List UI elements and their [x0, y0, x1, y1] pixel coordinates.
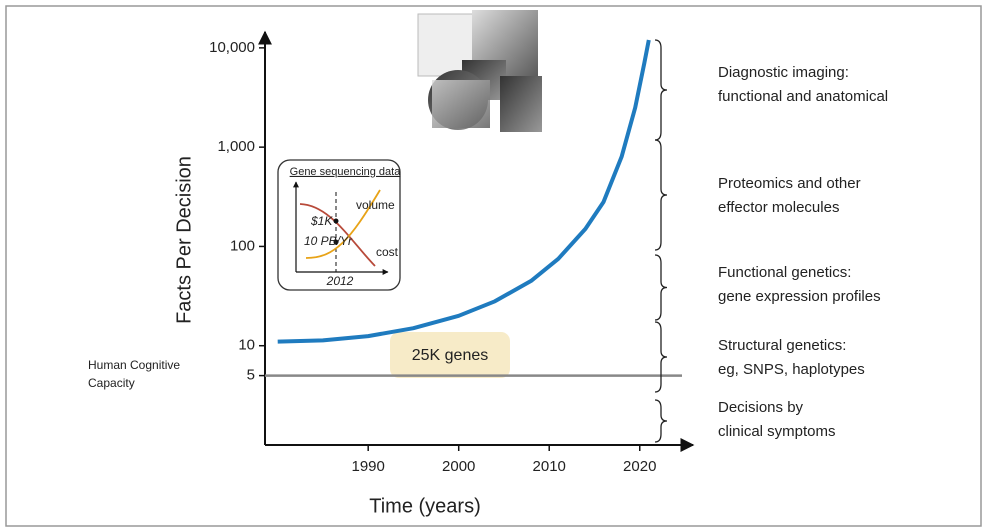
stage-label: eg, SNPS, haplotypes [718, 361, 865, 378]
stage-label: gene expression profiles [718, 288, 881, 305]
y-tick-label: 1,000 [217, 138, 255, 155]
stage-label: effector molecules [718, 199, 839, 216]
inset-volume-label: volume [356, 198, 395, 212]
y-tick-label: 10,000 [209, 39, 255, 56]
threshold-label: Capacity [88, 376, 135, 390]
stage-label: Proteomics and other [718, 175, 861, 192]
stage-label: clinical symptoms [718, 423, 836, 440]
inset-cost-label: cost [376, 245, 399, 259]
brace [655, 140, 667, 250]
imaging-pictures [418, 10, 542, 132]
y-tick-label: 5 [247, 367, 255, 384]
x-tick-label: 2010 [533, 458, 566, 475]
stage-label: Decisions by [718, 399, 804, 416]
chart: 25K genes Facts Per Decision Time (years)… [0, 0, 987, 532]
x-axis-label: Time (years) [369, 495, 480, 517]
y-axis-label: Facts Per Decision [173, 156, 195, 324]
stage-label: Structural genetics: [718, 337, 846, 354]
inset-price: $1K [310, 214, 333, 228]
brace [655, 40, 667, 140]
inset-dot [334, 219, 339, 224]
annotation-text: 25K genes [412, 347, 489, 364]
brace [655, 400, 667, 442]
brace [655, 255, 667, 320]
inset-volume-rate: 10 PB/Yr [304, 234, 353, 248]
x-tick-label: 1990 [352, 458, 385, 475]
y-tick-label: 100 [230, 237, 255, 254]
inset: Gene sequencing data $1K 10 PB/Yr volume cos… [278, 160, 401, 290]
x-tick-label: 2020 [623, 458, 656, 475]
brace [655, 322, 667, 392]
x-tick-label: 2000 [442, 458, 475, 475]
stage-label: Diagnostic imaging: [718, 64, 849, 81]
inset-title: Gene sequencing data [290, 166, 402, 178]
stage-label: functional and anatomical [718, 88, 888, 105]
y-tick-label: 10 [238, 337, 255, 354]
stage-label: Functional genetics: [718, 264, 851, 281]
inset-x-label: 2012 [326, 274, 354, 288]
threshold-label: Human Cognitive [88, 358, 180, 372]
